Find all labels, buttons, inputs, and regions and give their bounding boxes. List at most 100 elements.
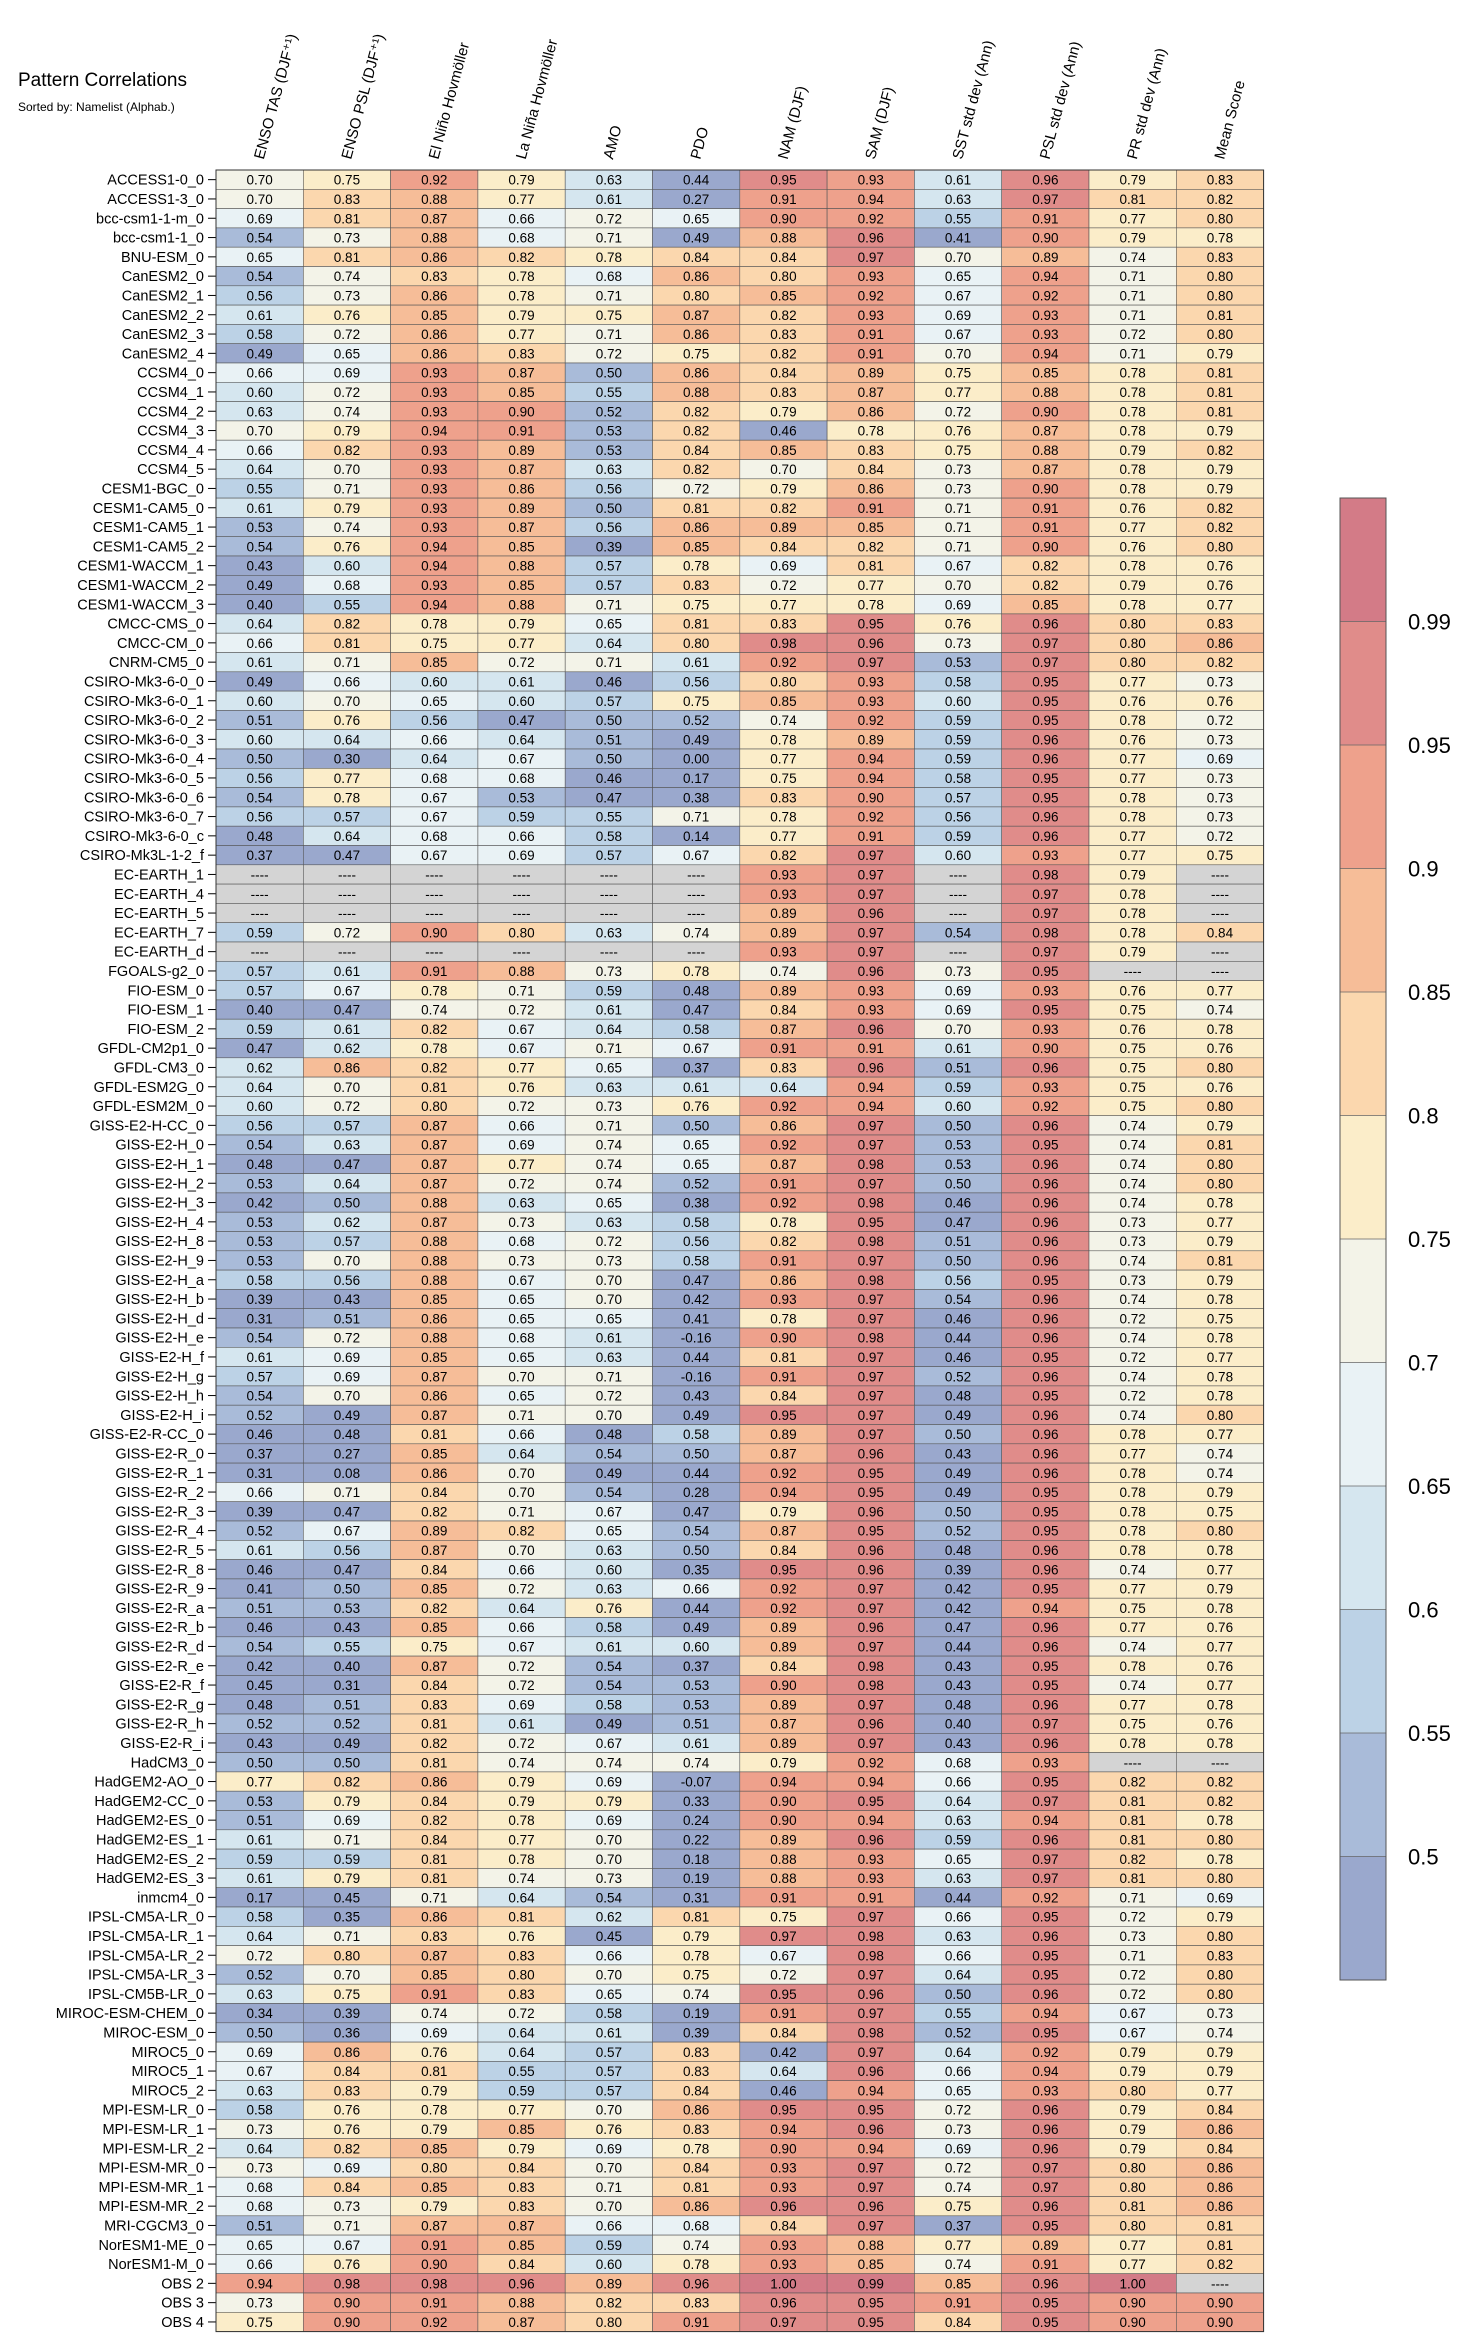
cell-value: 0.72 (508, 655, 534, 670)
cell-value: 0.59 (596, 983, 622, 998)
cell-value: 0.79 (508, 308, 534, 323)
cell-value: 0.48 (945, 1697, 971, 1712)
cell-value: 0.75 (770, 1910, 796, 1925)
cell-value: 0.78 (1120, 597, 1146, 612)
cell-value: 0.64 (945, 2045, 972, 2060)
cell-value: 0.93 (1032, 2083, 1058, 2098)
cell-value: 0.89 (770, 1832, 796, 1847)
cell-value: 0.87 (770, 1524, 796, 1539)
cell-value: 1.00 (770, 2276, 796, 2291)
cell-value: 0.95 (858, 1524, 884, 1539)
cell-value: 0.91 (421, 964, 447, 979)
cell-value: 0.91 (770, 1176, 796, 1191)
cell-value: 0.95 (1032, 1948, 1058, 1963)
cell-value: 0.85 (508, 578, 534, 593)
cell-value: 0.93 (770, 2161, 796, 2176)
cell-value: 0.96 (1032, 1176, 1058, 1191)
cell-value: 0.65 (683, 211, 709, 226)
cell-value: 0.91 (1032, 2257, 1058, 2272)
cell-value: 0.66 (421, 732, 447, 747)
cell-value: 0.71 (945, 501, 971, 516)
cell-value: 0.57 (247, 964, 273, 979)
cell-value: 0.88 (508, 597, 534, 612)
cell-value: 0.93 (1032, 1755, 1058, 1770)
cell-value: 0.37 (247, 848, 273, 863)
cell-value: 0.57 (596, 578, 622, 593)
column-header: Mean Score (1211, 79, 1248, 162)
cell-value: 0.66 (945, 1948, 971, 1963)
cell-value: -0.16 (681, 1369, 712, 1384)
cell-value: 0.97 (858, 887, 884, 902)
cell-value: 0.96 (1032, 1331, 1058, 1346)
cell-value: 0.95 (858, 1485, 884, 1500)
cell-value: 0.82 (334, 1775, 360, 1790)
cell-value: 0.79 (334, 424, 360, 439)
cell-value: 0.78 (1120, 1466, 1146, 1481)
cell-value: 0.75 (1120, 1717, 1146, 1732)
cell-value: 0.61 (596, 1003, 622, 1018)
cell-value: 0.37 (683, 1659, 709, 1674)
cell-value: 0.84 (421, 1794, 448, 1809)
cell-value: 0.98 (858, 1196, 884, 1211)
cell-value: 0.91 (508, 424, 534, 439)
cell-value: 0.31 (247, 1466, 273, 1481)
cell-value: 0.78 (1120, 906, 1146, 921)
cell-value: 0.97 (1032, 1794, 1058, 1809)
cell-value: 0.86 (770, 1273, 796, 1288)
row-label: HadGEM2-AO_0 (94, 1775, 204, 1791)
cell-value: 0.73 (596, 1253, 622, 1268)
cell-value: 0.96 (858, 1620, 884, 1635)
cell-value: 0.88 (770, 1871, 796, 1886)
row-label: GISS-E2-R_d (115, 1639, 204, 1655)
cell-value: 0.75 (1207, 1311, 1233, 1326)
cell-value: 0.69 (508, 1697, 534, 1712)
cell-value: 0.75 (683, 694, 709, 709)
cell-value: 0.68 (334, 578, 360, 593)
cell-value: ---- (338, 945, 356, 960)
cell-value: 0.81 (508, 1910, 534, 1925)
cell-value: 0.72 (508, 1176, 534, 1191)
cell-value: 0.95 (770, 173, 796, 188)
cell-value: 0.73 (945, 636, 971, 651)
cell-value: 0.85 (421, 1350, 447, 1365)
cell-value: 0.69 (334, 2161, 360, 2176)
row-label: GFDL-ESM2G_0 (94, 1080, 204, 1096)
cell-value: 0.80 (596, 2315, 622, 2330)
cell-value: 0.96 (1032, 810, 1058, 825)
cell-value: 0.45 (334, 1890, 360, 1905)
cell-value: 0.61 (683, 1080, 709, 1095)
row-label: ACCESS1-3_0 (107, 192, 204, 208)
cell-value: 0.59 (945, 752, 971, 767)
cell-value: 0.96 (1032, 1215, 1058, 1230)
cell-value: 0.98 (334, 2276, 360, 2291)
cell-value: 0.67 (508, 1639, 534, 1654)
cell-value: 0.77 (1207, 1562, 1233, 1577)
cell-value: 0.79 (1207, 2045, 1233, 2060)
cell-value: 0.85 (421, 655, 447, 670)
cell-value: 0.83 (770, 327, 796, 342)
cell-value: 0.75 (247, 2315, 273, 2330)
cell-value: 0.92 (770, 1099, 796, 1114)
cell-value: 0.86 (683, 327, 709, 342)
cell-value: 0.72 (1207, 829, 1233, 844)
cell-value: 0.48 (683, 983, 709, 998)
cell-value: 0.80 (1207, 1929, 1233, 1944)
cell-value: 0.80 (1120, 2180, 1146, 2195)
cell-value: 0.76 (1120, 1022, 1146, 1037)
row-label: CSIRO-Mk3-6-0_6 (84, 790, 204, 806)
cell-value: 0.70 (770, 462, 796, 477)
cell-value: 0.79 (421, 2083, 447, 2098)
cell-value: ---- (338, 906, 356, 921)
cell-value: ---- (1211, 887, 1229, 902)
cell-value: 0.46 (945, 1350, 971, 1365)
cell-value: 0.60 (683, 1639, 709, 1654)
cell-value: 0.46 (945, 1311, 971, 1326)
cell-value: 0.79 (1120, 2141, 1146, 2156)
cell-value: 0.95 (770, 1408, 796, 1423)
row-label: OBS 4 (161, 2315, 204, 2331)
cell-value: 0.97 (1032, 636, 1058, 651)
cell-value: 0.93 (770, 2238, 796, 2253)
cell-value: 0.77 (770, 829, 796, 844)
cell-value: 0.96 (858, 1504, 884, 1519)
cell-value: 0.67 (596, 1504, 622, 1519)
